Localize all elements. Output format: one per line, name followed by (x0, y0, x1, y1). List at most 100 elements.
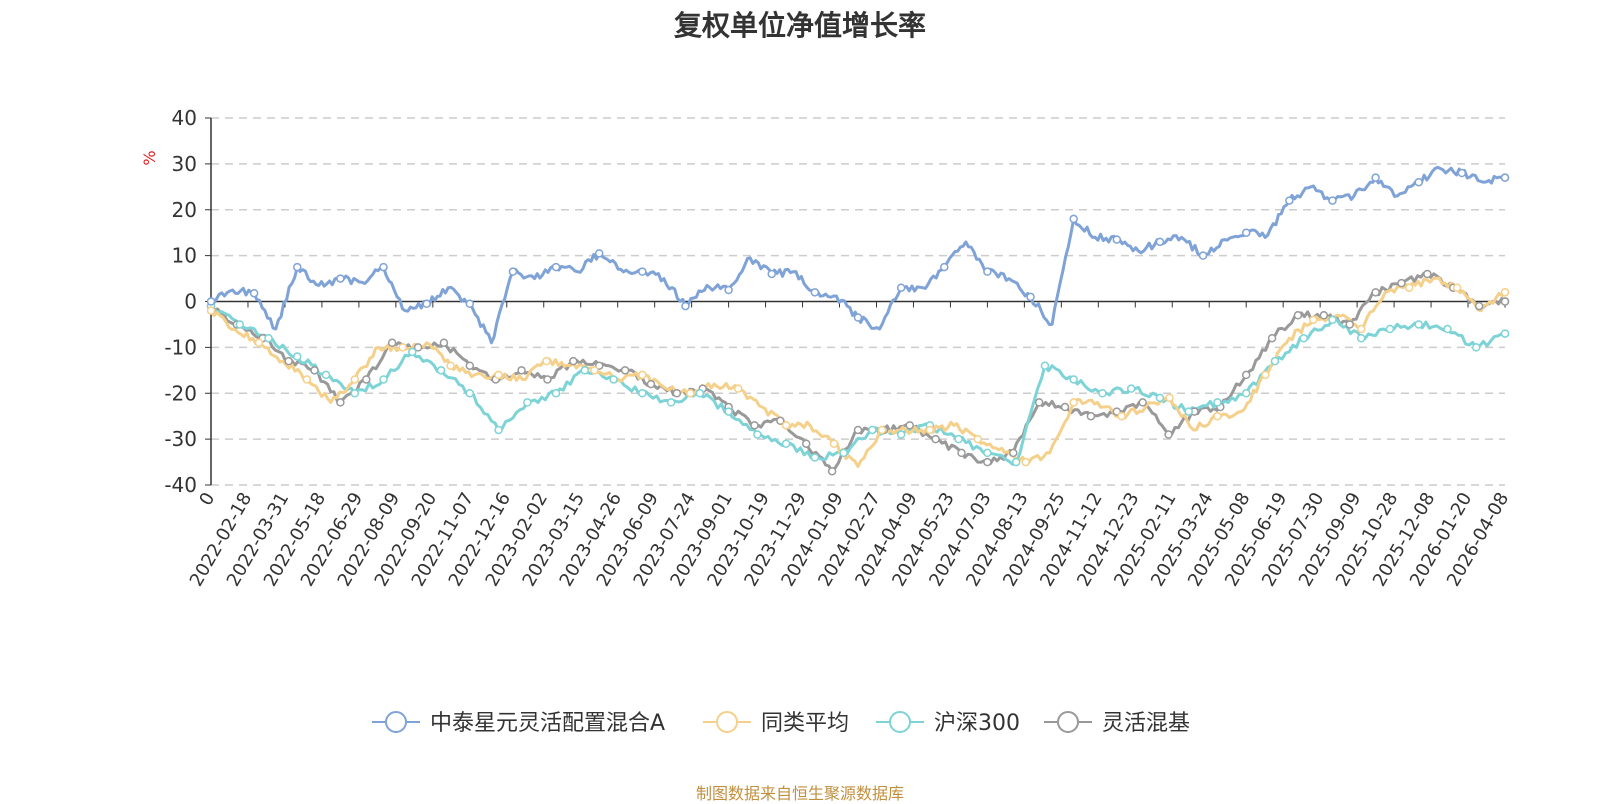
series-marker-0 (1285, 196, 1294, 205)
series-marker-0 (1198, 251, 1208, 260)
series-marker-3 (983, 457, 992, 467)
series-marker-3 (439, 338, 449, 348)
series-marker-3 (413, 343, 423, 352)
series-marker-2 (839, 448, 848, 458)
legend-item[interactable]: 中泰星元灵活配置混合A (372, 711, 665, 736)
series-marker-2 (609, 375, 618, 384)
series-marker-3 (336, 398, 345, 407)
series-marker-3 (517, 366, 526, 375)
series-marker-0 (1112, 235, 1122, 244)
series-marker-0 (853, 313, 863, 322)
series-marker-0 (508, 267, 518, 276)
y-tick-label: 10 (172, 244, 197, 268)
legend-item[interactable]: 同类平均 (703, 711, 849, 736)
series-marker-2 (293, 352, 302, 361)
series-marker-2 (1270, 356, 1280, 366)
series-marker-2 (954, 434, 963, 444)
series-marker-3 (1086, 411, 1096, 421)
series-marker-3 (672, 389, 682, 398)
series-marker-3 (284, 356, 293, 366)
series-marker-0 (1371, 173, 1380, 182)
legend-item[interactable]: 沪深300 (876, 711, 1020, 736)
series-marker-3 (957, 448, 966, 458)
series-marker-0 (594, 249, 604, 258)
series-marker-1 (1500, 288, 1510, 297)
series-marker-1 (590, 366, 599, 375)
series-marker-0 (465, 299, 475, 309)
legend-marker (385, 711, 407, 733)
series-marker-3 (1371, 288, 1380, 297)
series-marker-1 (733, 384, 743, 393)
series-marker-1 (398, 343, 407, 352)
series-marker-3 (931, 434, 940, 444)
series-marker-2 (1500, 329, 1510, 338)
series-marker-2 (810, 453, 820, 462)
series-marker-1 (254, 338, 264, 348)
legend[interactable]: 中泰星元灵活配置混合A 同类平均 沪深300 灵活混基 (372, 711, 1190, 736)
series-marker-3 (801, 439, 811, 448)
series-marker-2 (1241, 389, 1251, 398)
series-marker-3 (1397, 278, 1406, 288)
series-marker-1 (1213, 411, 1222, 421)
series-marker-2 (436, 366, 446, 375)
series-marker-2 (1414, 320, 1423, 329)
series-marker-0 (551, 262, 561, 272)
series-marker-2 (1098, 389, 1107, 398)
series-marker-3 (465, 361, 475, 370)
series-line-3 (209, 271, 1507, 473)
series-marker-3 (1241, 370, 1251, 380)
series-marker-0 (1155, 237, 1165, 247)
series-marker-2 (1040, 361, 1050, 370)
series-marker-3 (569, 356, 578, 366)
series-marker-3 (387, 338, 397, 348)
series-marker-0 (1026, 292, 1035, 302)
series-marker-0 (896, 283, 906, 292)
series-marker-3 (1138, 398, 1147, 407)
series-marker-0 (206, 297, 216, 306)
series-marker-0 (379, 262, 388, 272)
series-marker-0 (638, 267, 647, 276)
series-marker-2 (408, 347, 417, 357)
series-marker-2 (724, 407, 733, 416)
series-marker-1 (829, 439, 839, 448)
series-marker-2 (580, 366, 590, 375)
series-marker-1 (494, 370, 503, 380)
series-marker-2 (350, 389, 360, 398)
series-marker-1 (1404, 283, 1414, 292)
series-marker-3 (1034, 398, 1044, 407)
series-marker-2 (666, 398, 676, 407)
series-marker-3 (1267, 333, 1277, 343)
series-marker-3 (827, 466, 837, 476)
series-marker-2 (695, 389, 705, 398)
series-marker-3 (1293, 311, 1303, 320)
grid-lines (211, 117, 1505, 486)
legend-label: 同类平均 (761, 711, 849, 736)
series-marker-1 (1261, 370, 1270, 380)
series-marker-0 (422, 299, 431, 309)
series-marker-2 (235, 320, 245, 329)
series-marker-0 (767, 269, 776, 279)
series-marker-1 (350, 375, 360, 384)
series-marker-1 (1452, 283, 1462, 292)
series-marker-3 (1009, 448, 1018, 458)
series-marker-2 (1385, 324, 1395, 334)
series-marker-2 (1155, 393, 1165, 403)
legend-item[interactable]: 灵活混基 (1044, 711, 1190, 736)
series-marker-3 (310, 366, 319, 375)
series-marker-3 (1319, 311, 1329, 320)
series-marker-0 (1500, 173, 1510, 182)
series-marker-3 (1164, 430, 1173, 439)
series-marker-2 (1356, 333, 1366, 343)
series-marker-3 (1500, 297, 1510, 306)
series-marker-2 (1184, 407, 1193, 416)
y-tick-label: 40 (172, 106, 197, 130)
series-marker-1 (973, 434, 983, 444)
x-tick-label: 0 (195, 489, 219, 509)
series-line-1 (209, 276, 1507, 469)
series-marker-2 (1011, 457, 1021, 467)
series-marker-1 (925, 425, 935, 435)
series-marker-2 (638, 389, 647, 398)
y-tick-label: -40 (164, 473, 197, 497)
series-marker-1 (1069, 398, 1078, 407)
